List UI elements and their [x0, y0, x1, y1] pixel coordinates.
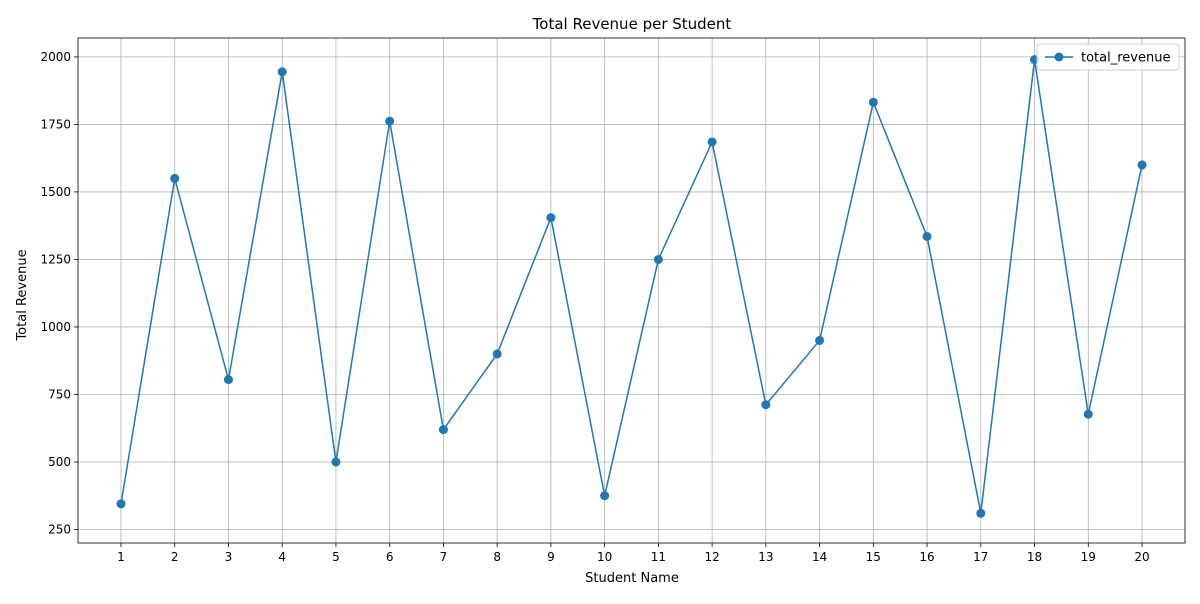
- y-tick-label: 500: [48, 455, 71, 469]
- x-axis-label: Student Name: [585, 571, 679, 586]
- y-tick-label: 1750: [40, 117, 71, 131]
- data-point: [868, 97, 878, 107]
- y-tick-label: 1250: [40, 252, 71, 266]
- y-tick-label: 1500: [40, 185, 71, 199]
- y-tick-label: 250: [48, 522, 71, 536]
- y-tick-label: 750: [48, 387, 71, 401]
- x-tick-label: 10: [597, 550, 612, 564]
- x-tick-label: 3: [225, 550, 233, 564]
- x-tick-label: 7: [440, 550, 448, 564]
- data-point: [1083, 409, 1093, 419]
- y-axis-label: Total Revenue: [15, 249, 30, 341]
- axes: 1 2 3 4 5 6 7 8 9 10 11 12 13 14 15 16 17 18 19 20250500750…: [40, 37, 1186, 564]
- data-point: [546, 213, 556, 223]
- data-point: [707, 137, 717, 147]
- chart-title: Total Revenue per Student: [532, 15, 732, 33]
- x-tick-label: 16: [919, 550, 934, 564]
- x-tick-label: 2: [171, 550, 179, 564]
- legend-box: [1036, 43, 1180, 71]
- x-tick-label: 5: [332, 550, 340, 564]
- x-tick-label: 12: [704, 550, 719, 564]
- data-point: [653, 254, 663, 264]
- data-point: [492, 349, 502, 359]
- data-point: [277, 67, 287, 77]
- x-tick-label: 20: [1134, 550, 1149, 564]
- legend: total_revenue: [1036, 43, 1180, 71]
- data-point: [976, 508, 986, 518]
- data-point: [761, 400, 771, 410]
- x-tick-label: 15: [866, 550, 881, 564]
- data-point: [1137, 160, 1147, 170]
- legend-marker: [1054, 52, 1064, 62]
- legend-label: total_revenue: [1081, 51, 1170, 66]
- x-tick-label: 11: [651, 550, 666, 564]
- data-point: [600, 491, 610, 501]
- x-tick-label: 14: [812, 550, 827, 564]
- x-tick-label: 17: [973, 550, 988, 564]
- data-point: [922, 231, 932, 241]
- x-tick-label: 18: [1027, 550, 1042, 564]
- x-tick-label: 4: [278, 550, 286, 564]
- x-tick-label: 9: [547, 550, 555, 564]
- data-point: [170, 173, 180, 183]
- x-tick-label: 19: [1081, 550, 1096, 564]
- data-point: [438, 425, 448, 435]
- x-tick-label: 8: [493, 550, 501, 564]
- x-tick-label: 6: [386, 550, 394, 564]
- series-line: [120, 59, 1143, 514]
- plot-frame: [77, 37, 1186, 544]
- x-tick-label: 13: [758, 550, 773, 564]
- y-tick-label: 1000: [40, 320, 71, 334]
- data-point: [385, 116, 395, 126]
- x-tick-label: 1: [117, 550, 125, 564]
- y-tick-label: 2000: [40, 50, 71, 64]
- data-point: [116, 499, 126, 509]
- data-point: [815, 335, 825, 345]
- data-point: [331, 457, 341, 467]
- data-point: [223, 375, 233, 385]
